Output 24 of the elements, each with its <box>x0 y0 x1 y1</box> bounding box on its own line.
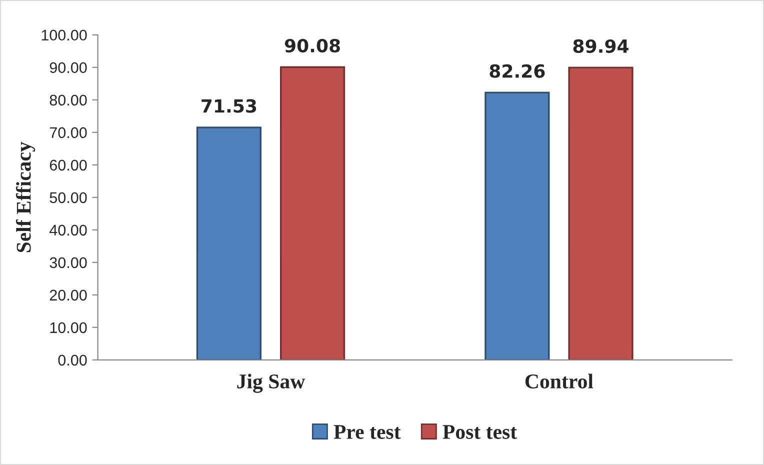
data-label: 90.08 <box>284 38 340 53</box>
y-tick-label: 20.00 <box>50 290 87 301</box>
legend-label: Post test <box>442 425 517 439</box>
data-label: 82.26 <box>490 64 545 78</box>
y-tick-label: 50.00 <box>50 192 87 204</box>
x-tick-label: Jig Saw <box>237 374 306 393</box>
y-tick-label: 40.00 <box>50 224 87 236</box>
y-axis-title: Self Efficacy <box>16 142 36 252</box>
y-tick-label: 60.00 <box>50 160 87 171</box>
legend-label: Pre test <box>334 425 401 439</box>
bar <box>484 92 550 360</box>
data-label: 71.53 <box>202 99 256 113</box>
y-tick-label: 0.00 <box>58 354 87 366</box>
bar <box>196 126 262 360</box>
bar <box>280 66 346 360</box>
x-tick-label: Control <box>525 374 594 388</box>
y-tick-label: 100.00 <box>42 30 87 41</box>
y-tick-label: 10.00 <box>50 322 87 334</box>
y-tick-label: 80.00 <box>50 94 87 106</box>
bar <box>568 66 634 360</box>
y-tick-label: 30.00 <box>50 257 87 268</box>
y-tick-label: 90.00 <box>50 62 87 74</box>
data-label: 89.94 <box>573 39 628 53</box>
y-tick-label: 70.00 <box>50 127 87 138</box>
